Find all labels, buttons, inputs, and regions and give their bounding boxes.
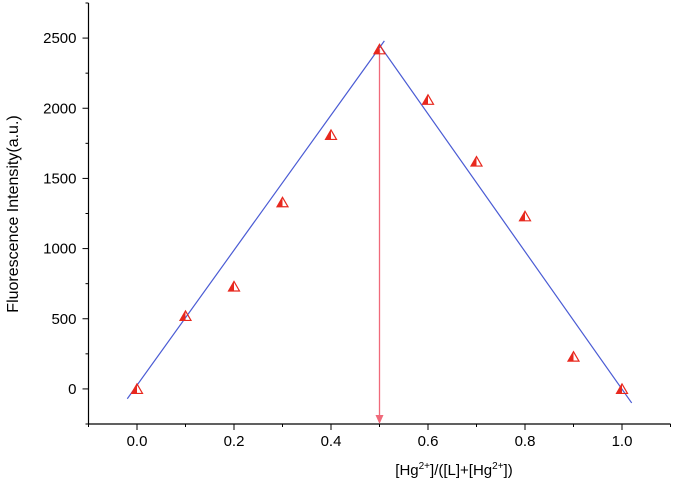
data-point <box>275 196 290 208</box>
marker-outline <box>469 155 484 167</box>
marker-outline <box>178 309 193 322</box>
data-point <box>469 155 484 167</box>
y-tick-label: 1500 <box>43 170 76 187</box>
data-point <box>566 350 581 362</box>
x-tick-label: 0.2 <box>224 433 245 450</box>
data-point <box>421 93 435 105</box>
marker-outline <box>421 93 435 105</box>
arrow-head <box>375 415 384 424</box>
marker-outline <box>227 280 241 292</box>
y-tick-label: 0 <box>68 381 76 398</box>
data-point <box>324 128 338 141</box>
fit-line <box>126 40 385 400</box>
marker-outline <box>130 382 144 395</box>
marker-outline <box>372 43 387 55</box>
marker-outline <box>275 196 290 208</box>
x-tick-label: 0.8 <box>515 433 536 450</box>
marker-outline <box>615 382 629 395</box>
marker-outline <box>566 350 581 362</box>
marker-outline <box>324 128 338 141</box>
x-label-superscript: 2+ <box>419 461 431 472</box>
x-tick-label: 0.4 <box>321 433 342 450</box>
fit-line <box>379 44 633 404</box>
x-label-text: ]) <box>504 462 513 479</box>
y-tick-label: 2000 <box>43 100 76 117</box>
x-label-superscript: 2+ <box>492 461 504 472</box>
data-point <box>372 43 387 55</box>
x-tick-label: 1.0 <box>612 433 633 450</box>
data-point <box>130 382 144 395</box>
x-label-text: [Hg <box>395 462 418 479</box>
x-label-text: ]/([L]+[Hg <box>430 462 492 479</box>
data-point <box>615 382 629 395</box>
marker-outline <box>518 210 532 222</box>
y-tick-label: 2500 <box>43 30 76 47</box>
data-point <box>518 210 532 222</box>
y-axis-label: Fluorescence Intensity(a.u.) <box>5 115 22 312</box>
data-point <box>227 280 241 292</box>
x-tick-label: 0.6 <box>418 433 439 450</box>
y-tick-label: 1000 <box>43 241 76 258</box>
data-point <box>178 309 193 322</box>
y-tick-label: 500 <box>51 311 76 328</box>
x-axis-label: [Hg2+]/([L]+[Hg2+]) <box>395 461 512 479</box>
x-tick-label: 0.0 <box>127 433 148 450</box>
